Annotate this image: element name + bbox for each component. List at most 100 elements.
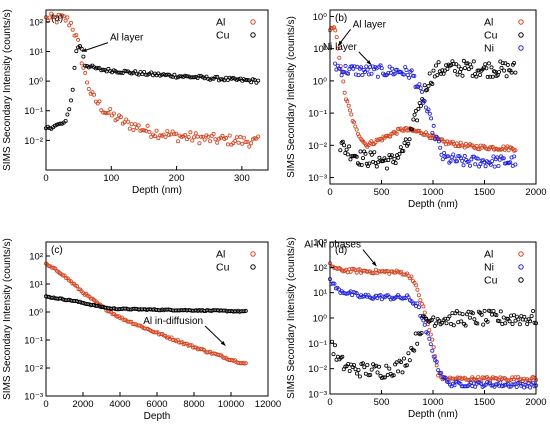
data-point: [333, 61, 338, 66]
data-point: [178, 340, 183, 345]
data-point: [434, 363, 439, 368]
data-point: [503, 321, 508, 326]
data-point: [376, 364, 381, 369]
data-point: [340, 139, 345, 144]
data-point: [344, 147, 349, 152]
data-point: [514, 384, 519, 389]
data-point: [412, 348, 417, 353]
data-point: [65, 112, 70, 117]
data-point: [399, 148, 404, 153]
data-point: [479, 381, 484, 386]
data-point: [504, 316, 509, 321]
data-point: [369, 367, 374, 372]
y-tick-label: 10²: [313, 263, 327, 274]
data-point: [402, 140, 407, 145]
data-point: [445, 67, 450, 72]
legend-label: Al: [216, 17, 225, 29]
legend-label: Cu: [216, 262, 230, 274]
data-point: [241, 135, 246, 140]
data-point: [362, 69, 367, 74]
data-point: [79, 61, 84, 66]
data-point: [142, 128, 147, 133]
data-point: [197, 73, 202, 78]
y-tick-label: 10¹: [29, 47, 43, 58]
data-point: [163, 134, 168, 139]
data-point: [183, 341, 188, 346]
data-point: [391, 270, 396, 275]
data-point: [436, 139, 441, 144]
data-point: [435, 73, 440, 78]
x-tick-label: 100: [103, 173, 119, 184]
annotation-label: Ni layer: [323, 42, 358, 53]
data-point: [419, 89, 424, 94]
data-point: [165, 72, 170, 77]
data-point: [209, 76, 214, 81]
data-point: [512, 154, 517, 159]
data-point: [417, 82, 422, 87]
data-point: [488, 162, 493, 167]
data-point: [452, 383, 457, 388]
data-point: [401, 72, 406, 77]
legend-marker: [518, 32, 524, 38]
series-cu-points: [44, 294, 248, 314]
data-point: [347, 108, 352, 113]
x-tick-label: 500: [374, 397, 390, 408]
legend-label: Al: [216, 249, 225, 261]
data-point: [236, 140, 241, 145]
data-point: [338, 148, 343, 153]
x-tick-label: 2000: [72, 399, 93, 410]
data-point: [427, 111, 432, 116]
y-tick-label: 10⁻¹: [24, 106, 43, 117]
data-point: [143, 72, 148, 77]
data-point: [215, 74, 220, 79]
data-point: [454, 309, 459, 314]
data-point: [81, 65, 86, 70]
data-point: [232, 138, 237, 143]
data-point: [430, 348, 435, 353]
x-axis-label: Depth (nm): [408, 199, 458, 210]
data-point: [70, 87, 75, 92]
data-point: [63, 119, 68, 124]
data-point: [410, 127, 415, 132]
data-point: [429, 116, 434, 121]
x-tick-label: 6000: [146, 399, 167, 410]
data-point: [104, 69, 109, 74]
data-point: [97, 99, 102, 104]
data-point: [421, 304, 426, 309]
legend-label: Al: [484, 17, 493, 29]
data-point: [359, 162, 364, 167]
data-point: [149, 134, 154, 139]
y-tick-label: 10⁻¹: [24, 336, 43, 347]
data-point: [386, 71, 391, 76]
data-point: [382, 375, 387, 380]
data-point: [461, 58, 466, 63]
data-point: [179, 74, 184, 79]
data-point: [152, 134, 157, 139]
data-point: [118, 70, 123, 75]
data-point: [353, 72, 358, 77]
legend-label: Ni: [484, 262, 494, 274]
data-point: [416, 305, 421, 310]
data-point: [236, 77, 241, 82]
data-point: [469, 65, 474, 70]
data-point: [77, 44, 82, 49]
data-point: [179, 134, 184, 139]
data-point: [494, 313, 499, 318]
data-point: [454, 159, 459, 164]
y-tick-label: 10⁻³: [308, 173, 327, 184]
data-point: [366, 269, 371, 274]
data-point: [375, 370, 380, 375]
data-point: [474, 74, 479, 79]
x-tick-label: 2000: [525, 187, 546, 198]
data-point: [386, 158, 391, 163]
x-tick-label: 0: [327, 397, 332, 408]
data-point: [61, 273, 66, 278]
y-tick-label: 10²: [29, 252, 43, 263]
data-point: [484, 66, 489, 71]
data-point: [415, 341, 420, 346]
legend-marker: [518, 264, 524, 270]
data-point: [200, 134, 205, 139]
data-point: [72, 33, 77, 38]
y-axis-label: SIMS Secondary Intensity (counts/s): [286, 237, 297, 399]
